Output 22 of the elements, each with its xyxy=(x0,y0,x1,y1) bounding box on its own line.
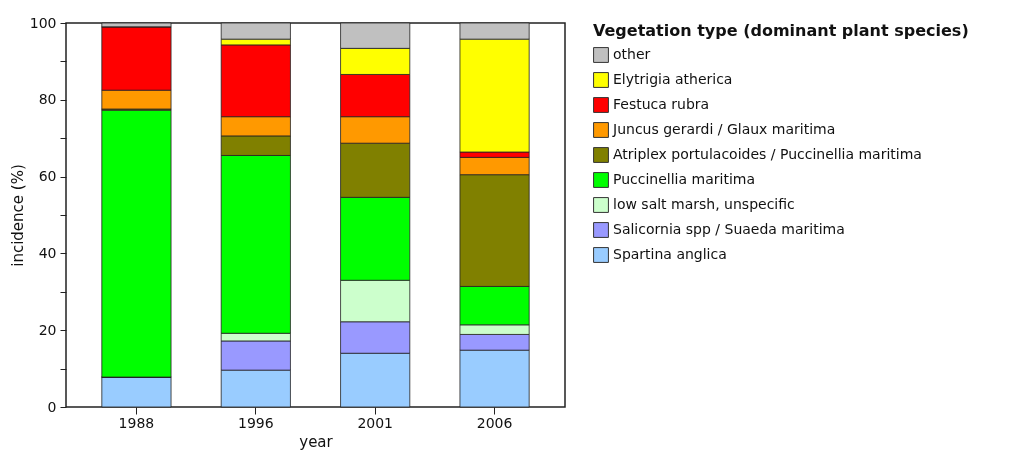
legend-label: Festuca rubra xyxy=(613,96,710,112)
legend-label: Spartina anglica xyxy=(613,246,727,262)
legend-label: Salicornia spp / Suaeda maritima xyxy=(613,221,845,237)
y-tick-label: 20 xyxy=(38,321,57,338)
y-axis-title: incidence (%) xyxy=(8,164,27,267)
legend-label: other xyxy=(613,46,651,62)
y-tick-label: 60 xyxy=(38,168,57,185)
y-tick-label: 0 xyxy=(47,398,57,415)
x-tick-label: 2006 xyxy=(476,414,513,431)
x-tick-label: 1996 xyxy=(237,414,274,431)
x-axis-title: year xyxy=(299,432,334,451)
y-tick-label: 80 xyxy=(38,91,57,108)
legend-label: low salt marsh, unspecific xyxy=(613,196,795,212)
legend-label: Atriplex portulacoides / Puccinellia maritima xyxy=(613,146,922,162)
legend-title: Vegetation type (dominant plant species) xyxy=(593,21,969,40)
legend-label: Juncus gerardi / Glaux maritima xyxy=(612,121,836,137)
y-tick-label: 40 xyxy=(38,244,57,261)
x-tick-label: 1988 xyxy=(118,414,155,431)
y-tick-label: 100 xyxy=(29,14,57,31)
x-tick-label: 2001 xyxy=(357,414,394,431)
legend-label: Puccinellia maritima xyxy=(613,171,755,187)
legend-label: Elytrigia atherica xyxy=(613,71,733,87)
